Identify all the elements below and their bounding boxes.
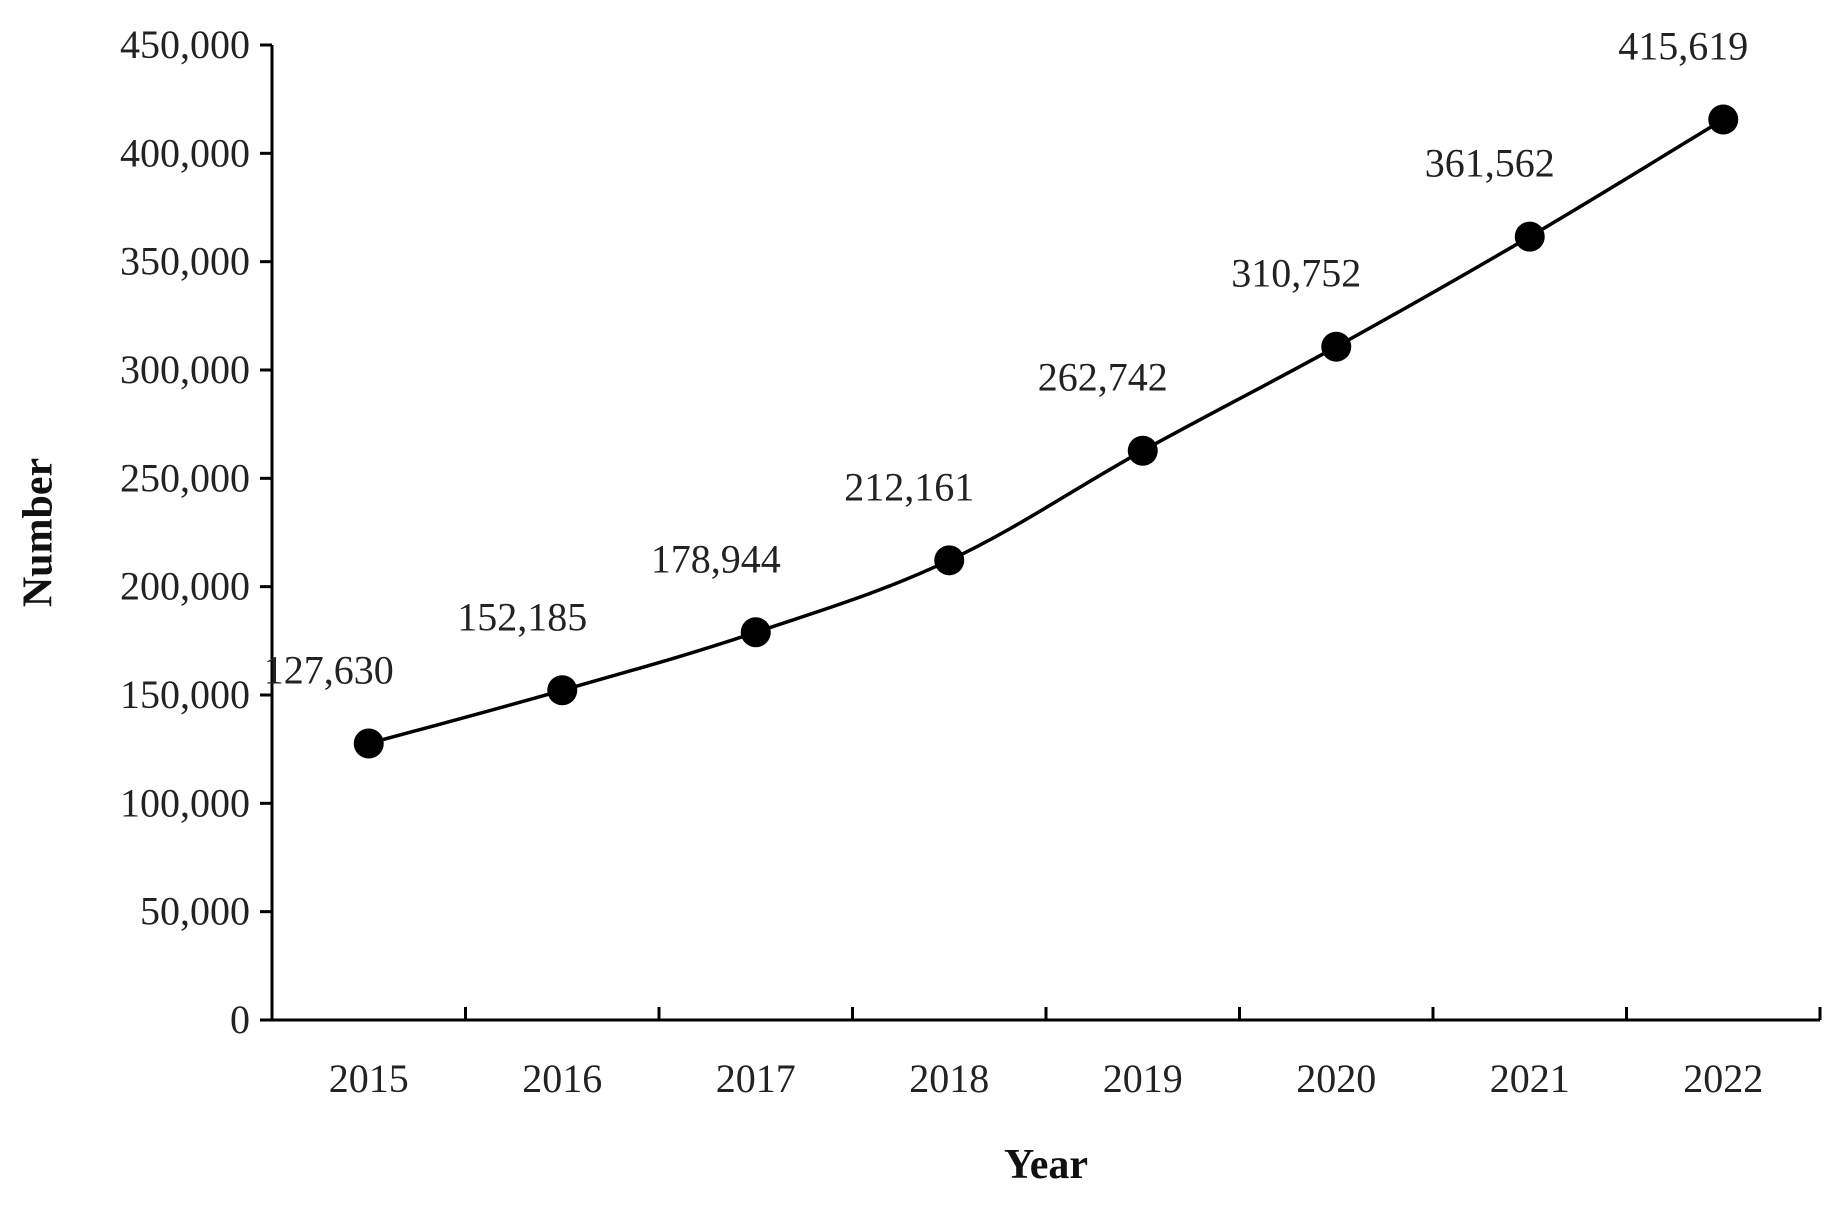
axes — [270, 45, 1820, 1022]
x-tick-label: 2015 — [329, 1056, 409, 1101]
y-tick-label: 300,000 — [120, 347, 250, 392]
data-point — [1321, 331, 1352, 362]
data-point — [740, 617, 771, 648]
data-labels: 127,630 152,185 178,944 212,161 262,742 310,7… — [264, 23, 1749, 692]
y-tick-label: 150,000 — [120, 672, 250, 717]
y-tick-label: 200,000 — [120, 564, 250, 609]
x-tick-label: 2021 — [1490, 1056, 1570, 1101]
data-label: 361,562 — [1425, 141, 1555, 186]
series-line — [368, 118, 1725, 746]
data-point — [353, 728, 384, 759]
y-axis-title: Number — [16, 458, 62, 607]
data-label: 212,161 — [844, 464, 974, 509]
data-label: 178,944 — [651, 536, 781, 581]
x-ticks: 2015 2016 2017 2018 2019 2020 2021 2022 — [270, 1007, 1822, 1101]
x-tick-label: 2016 — [522, 1056, 602, 1101]
data-label: 415,619 — [1618, 23, 1748, 68]
x-axis-title: Year — [1004, 1142, 1088, 1188]
y-tick-label: 50,000 — [140, 889, 250, 934]
x-tick-label: 2022 — [1683, 1056, 1763, 1101]
y-tick-label: 350,000 — [120, 239, 250, 284]
x-tick-label: 2018 — [909, 1056, 989, 1101]
x-tick-label: 2019 — [1103, 1056, 1183, 1101]
data-label: 127,630 — [264, 647, 394, 692]
data-point — [1708, 104, 1739, 135]
data-point — [1514, 221, 1545, 252]
y-tick-label: 100,000 — [120, 780, 250, 825]
series — [353, 104, 1739, 759]
data-point — [934, 545, 965, 576]
data-label: 310,752 — [1231, 251, 1361, 296]
data-label: 152,185 — [457, 594, 587, 639]
data-point — [1127, 435, 1158, 466]
x-tick-label: 2017 — [716, 1056, 796, 1101]
y-tick-label: 450,000 — [120, 22, 250, 67]
y-tick-label: 400,000 — [120, 130, 250, 175]
data-point — [547, 675, 578, 706]
x-tick-label: 2020 — [1296, 1056, 1376, 1101]
y-tick-label: 0 — [230, 997, 250, 1042]
data-label: 262,742 — [1038, 355, 1168, 400]
y-ticks: 0 50,000 100,000 150,000 200,000 250,000 300,0… — [120, 22, 272, 1042]
y-tick-label: 250,000 — [120, 455, 250, 500]
